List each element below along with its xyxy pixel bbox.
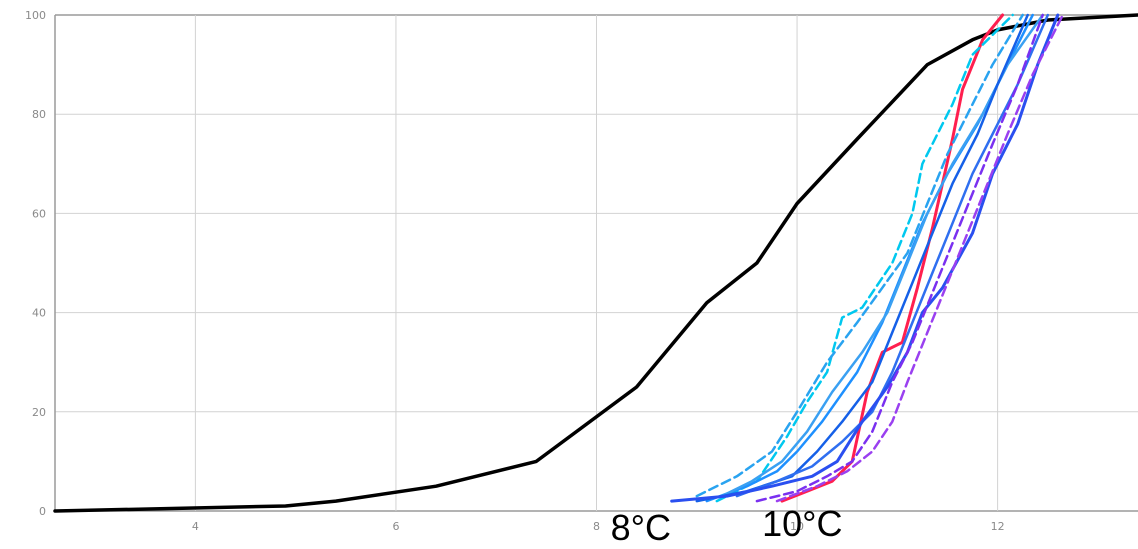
y-tick-label: 40 [32,307,46,320]
x-tick-label: 6 [392,520,399,533]
y-tick-label: 0 [39,505,46,518]
series-lines [53,13,1138,513]
y-tick-label: 100 [25,9,46,22]
x-tick-label: 12 [991,520,1005,533]
annotation-10c: 10°C [762,503,843,544]
y-tick-label: 20 [32,406,46,419]
y-tick-label: 60 [32,207,46,220]
series-line-8 [670,13,1060,503]
annotation-8c: 8°C [610,507,672,548]
series-line-5 [720,13,1044,498]
series-line-7 [735,13,1050,498]
grid-lines [54,14,1138,512]
x-tick-label: 4 [192,520,199,533]
series-line-3 [695,13,1024,498]
series-line-9 [755,13,1044,503]
series-line-6 [695,13,1029,503]
x-tick-label: 8 [593,520,600,533]
series-line-1 [780,13,1005,503]
x-tick-label: 10 [790,520,804,533]
series-line-2 [715,13,1014,503]
tick-labels: 0 20 40 60 80 100 4 6 8 10 12 [25,9,1005,533]
series-line-4 [705,13,1034,503]
series-line-10 [775,13,1065,503]
y-tick-label: 80 [32,108,46,121]
